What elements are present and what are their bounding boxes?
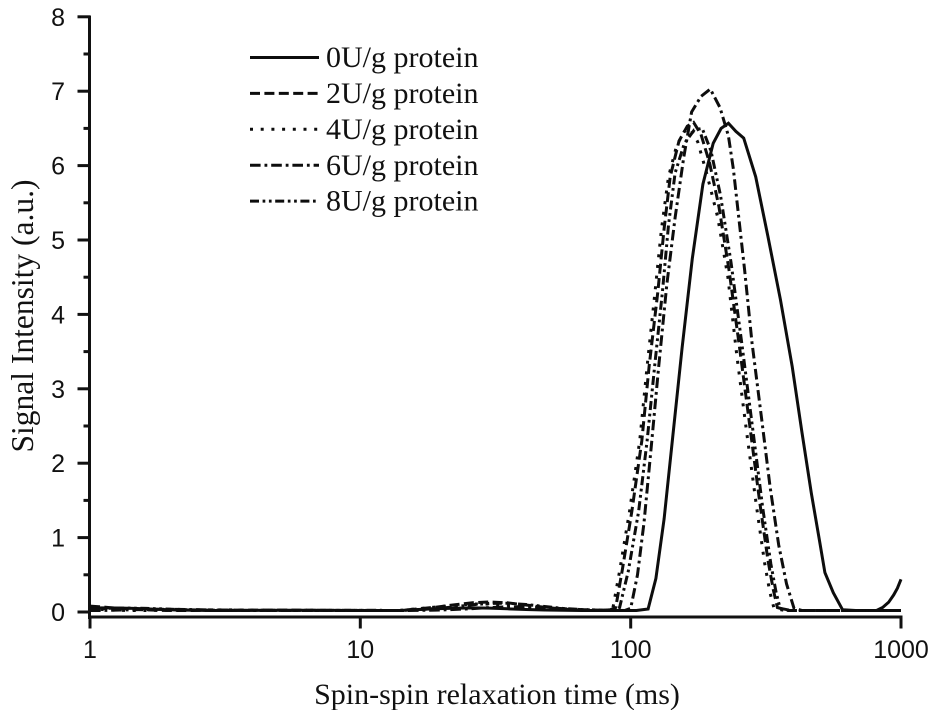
svg-text:Signal Intensity (a.u.): Signal Intensity (a.u.) — [5, 180, 40, 453]
svg-text:Spin-spin relaxation time (ms): Spin-spin relaxation time (ms) — [314, 678, 680, 710]
svg-text:4: 4 — [51, 301, 65, 329]
svg-text:1: 1 — [51, 525, 65, 553]
svg-text:8: 8 — [51, 4, 65, 32]
svg-text:2U/g protein: 2U/g protein — [326, 77, 478, 110]
svg-text:7: 7 — [51, 78, 65, 106]
svg-text:1: 1 — [83, 636, 97, 664]
svg-text:8U/g protein: 8U/g protein — [326, 185, 478, 218]
svg-text:5: 5 — [51, 227, 65, 255]
svg-text:2: 2 — [51, 450, 65, 478]
svg-text:100: 100 — [610, 636, 652, 664]
svg-text:3: 3 — [51, 376, 65, 404]
svg-text:1000: 1000 — [873, 636, 929, 664]
svg-text:6U/g protein: 6U/g protein — [326, 149, 478, 182]
svg-text:0: 0 — [51, 599, 65, 627]
svg-text:4U/g protein: 4U/g protein — [326, 113, 478, 146]
svg-text:0U/g protein: 0U/g protein — [326, 41, 478, 74]
svg-text:6: 6 — [51, 153, 65, 181]
svg-text:10: 10 — [346, 636, 374, 664]
